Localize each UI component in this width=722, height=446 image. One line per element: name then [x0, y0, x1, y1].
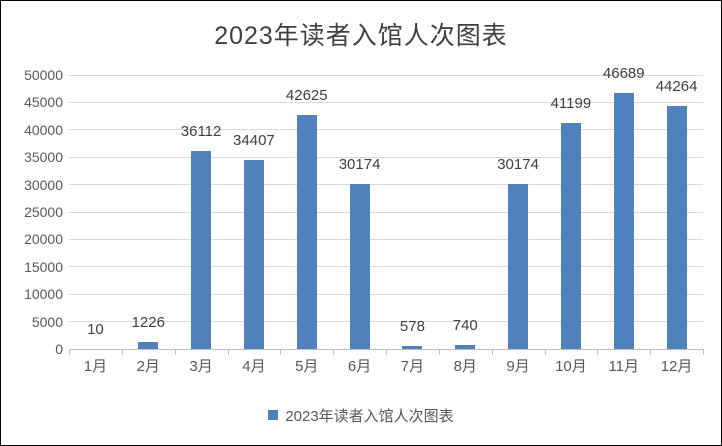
bar-data-label: 1226: [131, 314, 165, 332]
y-axis-tick-label: 30000: [24, 176, 63, 193]
x-axis-category-label: 8月: [453, 358, 477, 375]
x-axis-category-label: 7月: [400, 358, 425, 375]
x-axis-line: [69, 349, 704, 350]
gridline: [69, 74, 703, 76]
gridline: [69, 156, 703, 158]
bar: [138, 342, 159, 349]
gridline: [69, 184, 703, 186]
x-axis-category-label: 10月: [555, 358, 587, 375]
x-axis-category-label: 6月: [347, 358, 372, 375]
x-axis-category-label: 4月: [242, 358, 266, 375]
gridline: [69, 129, 703, 131]
y-axis-tick-label: 15000: [24, 258, 63, 275]
x-axis-category-label: 11月: [608, 358, 640, 375]
bar: [402, 345, 423, 349]
x-axis-tick: [333, 350, 335, 355]
y-axis-tick-label: 50000: [24, 67, 63, 83]
legend-series-marker-icon: [268, 410, 279, 420]
chart-title: 2023年读者入馆人次图表: [214, 22, 508, 50]
x-axis-tick: [491, 350, 493, 355]
x-axis-category-label: 3月: [189, 358, 213, 375]
bar: [296, 115, 317, 349]
bar: [243, 160, 264, 349]
bar: [508, 183, 529, 349]
x-axis-category-label: 5月: [295, 358, 319, 375]
bar-data-label: 34407: [233, 132, 275, 150]
gridline: [69, 101, 703, 103]
bar-data-label: 10: [87, 320, 104, 338]
gridline: [69, 266, 703, 268]
legend-series-label: 2023年读者入馆人次图表: [285, 407, 454, 425]
x-axis-tick: [438, 350, 440, 355]
x-axis-category-label: 9月: [506, 358, 530, 375]
x-axis-category-label: 2月: [136, 358, 160, 375]
gridline: [69, 211, 703, 213]
gridline: [69, 293, 703, 295]
gridline: [69, 321, 703, 323]
x-axis-tick: [121, 350, 123, 355]
x-axis-tick: [227, 350, 229, 355]
x-axis-tick: [544, 350, 546, 355]
x-axis-tick: [69, 350, 70, 355]
y-axis-tick-label: 5000: [31, 313, 63, 330]
bar-data-label: 44264: [655, 78, 698, 96]
x-axis-tick: [650, 350, 652, 355]
bar: [666, 106, 687, 349]
bar-data-label: 740: [452, 316, 478, 334]
x-axis-category-label: 12月: [660, 358, 693, 375]
bar-data-label: 30174: [338, 155, 381, 173]
y-axis-tick-label: 0: [55, 341, 63, 357]
bar-data-label: 30174: [497, 155, 539, 173]
bar: [349, 183, 370, 349]
x-axis-tick: [174, 350, 176, 355]
bar-data-label: 36112: [180, 123, 222, 141]
bar-data-label: 578: [399, 317, 425, 335]
y-axis-tick-label: 20000: [24, 231, 63, 248]
y-axis-tick-label: 35000: [24, 149, 63, 166]
gridline: [69, 238, 703, 240]
bar: [560, 123, 581, 349]
y-axis-tick-label: 45000: [24, 94, 63, 111]
bar-data-label: 41199: [550, 95, 592, 113]
legend: 2023年读者入馆人次图表: [1, 404, 721, 426]
bar-data-label: 42625: [285, 87, 328, 105]
bar-data-label: 46689: [602, 65, 645, 83]
x-axis-category-label: 1月: [83, 358, 108, 375]
x-axis-tick: [597, 350, 599, 355]
x-axis-tick: [386, 350, 387, 355]
bar: [613, 93, 634, 349]
y-axis-tick-label: 25000: [24, 204, 63, 220]
y-axis-tick-label: 40000: [24, 121, 63, 138]
bar: [455, 344, 476, 349]
y-axis-tick-label: 10000: [24, 286, 63, 303]
bar: [191, 151, 212, 349]
x-axis-tick: [280, 350, 282, 355]
x-axis-tick: [703, 350, 704, 355]
